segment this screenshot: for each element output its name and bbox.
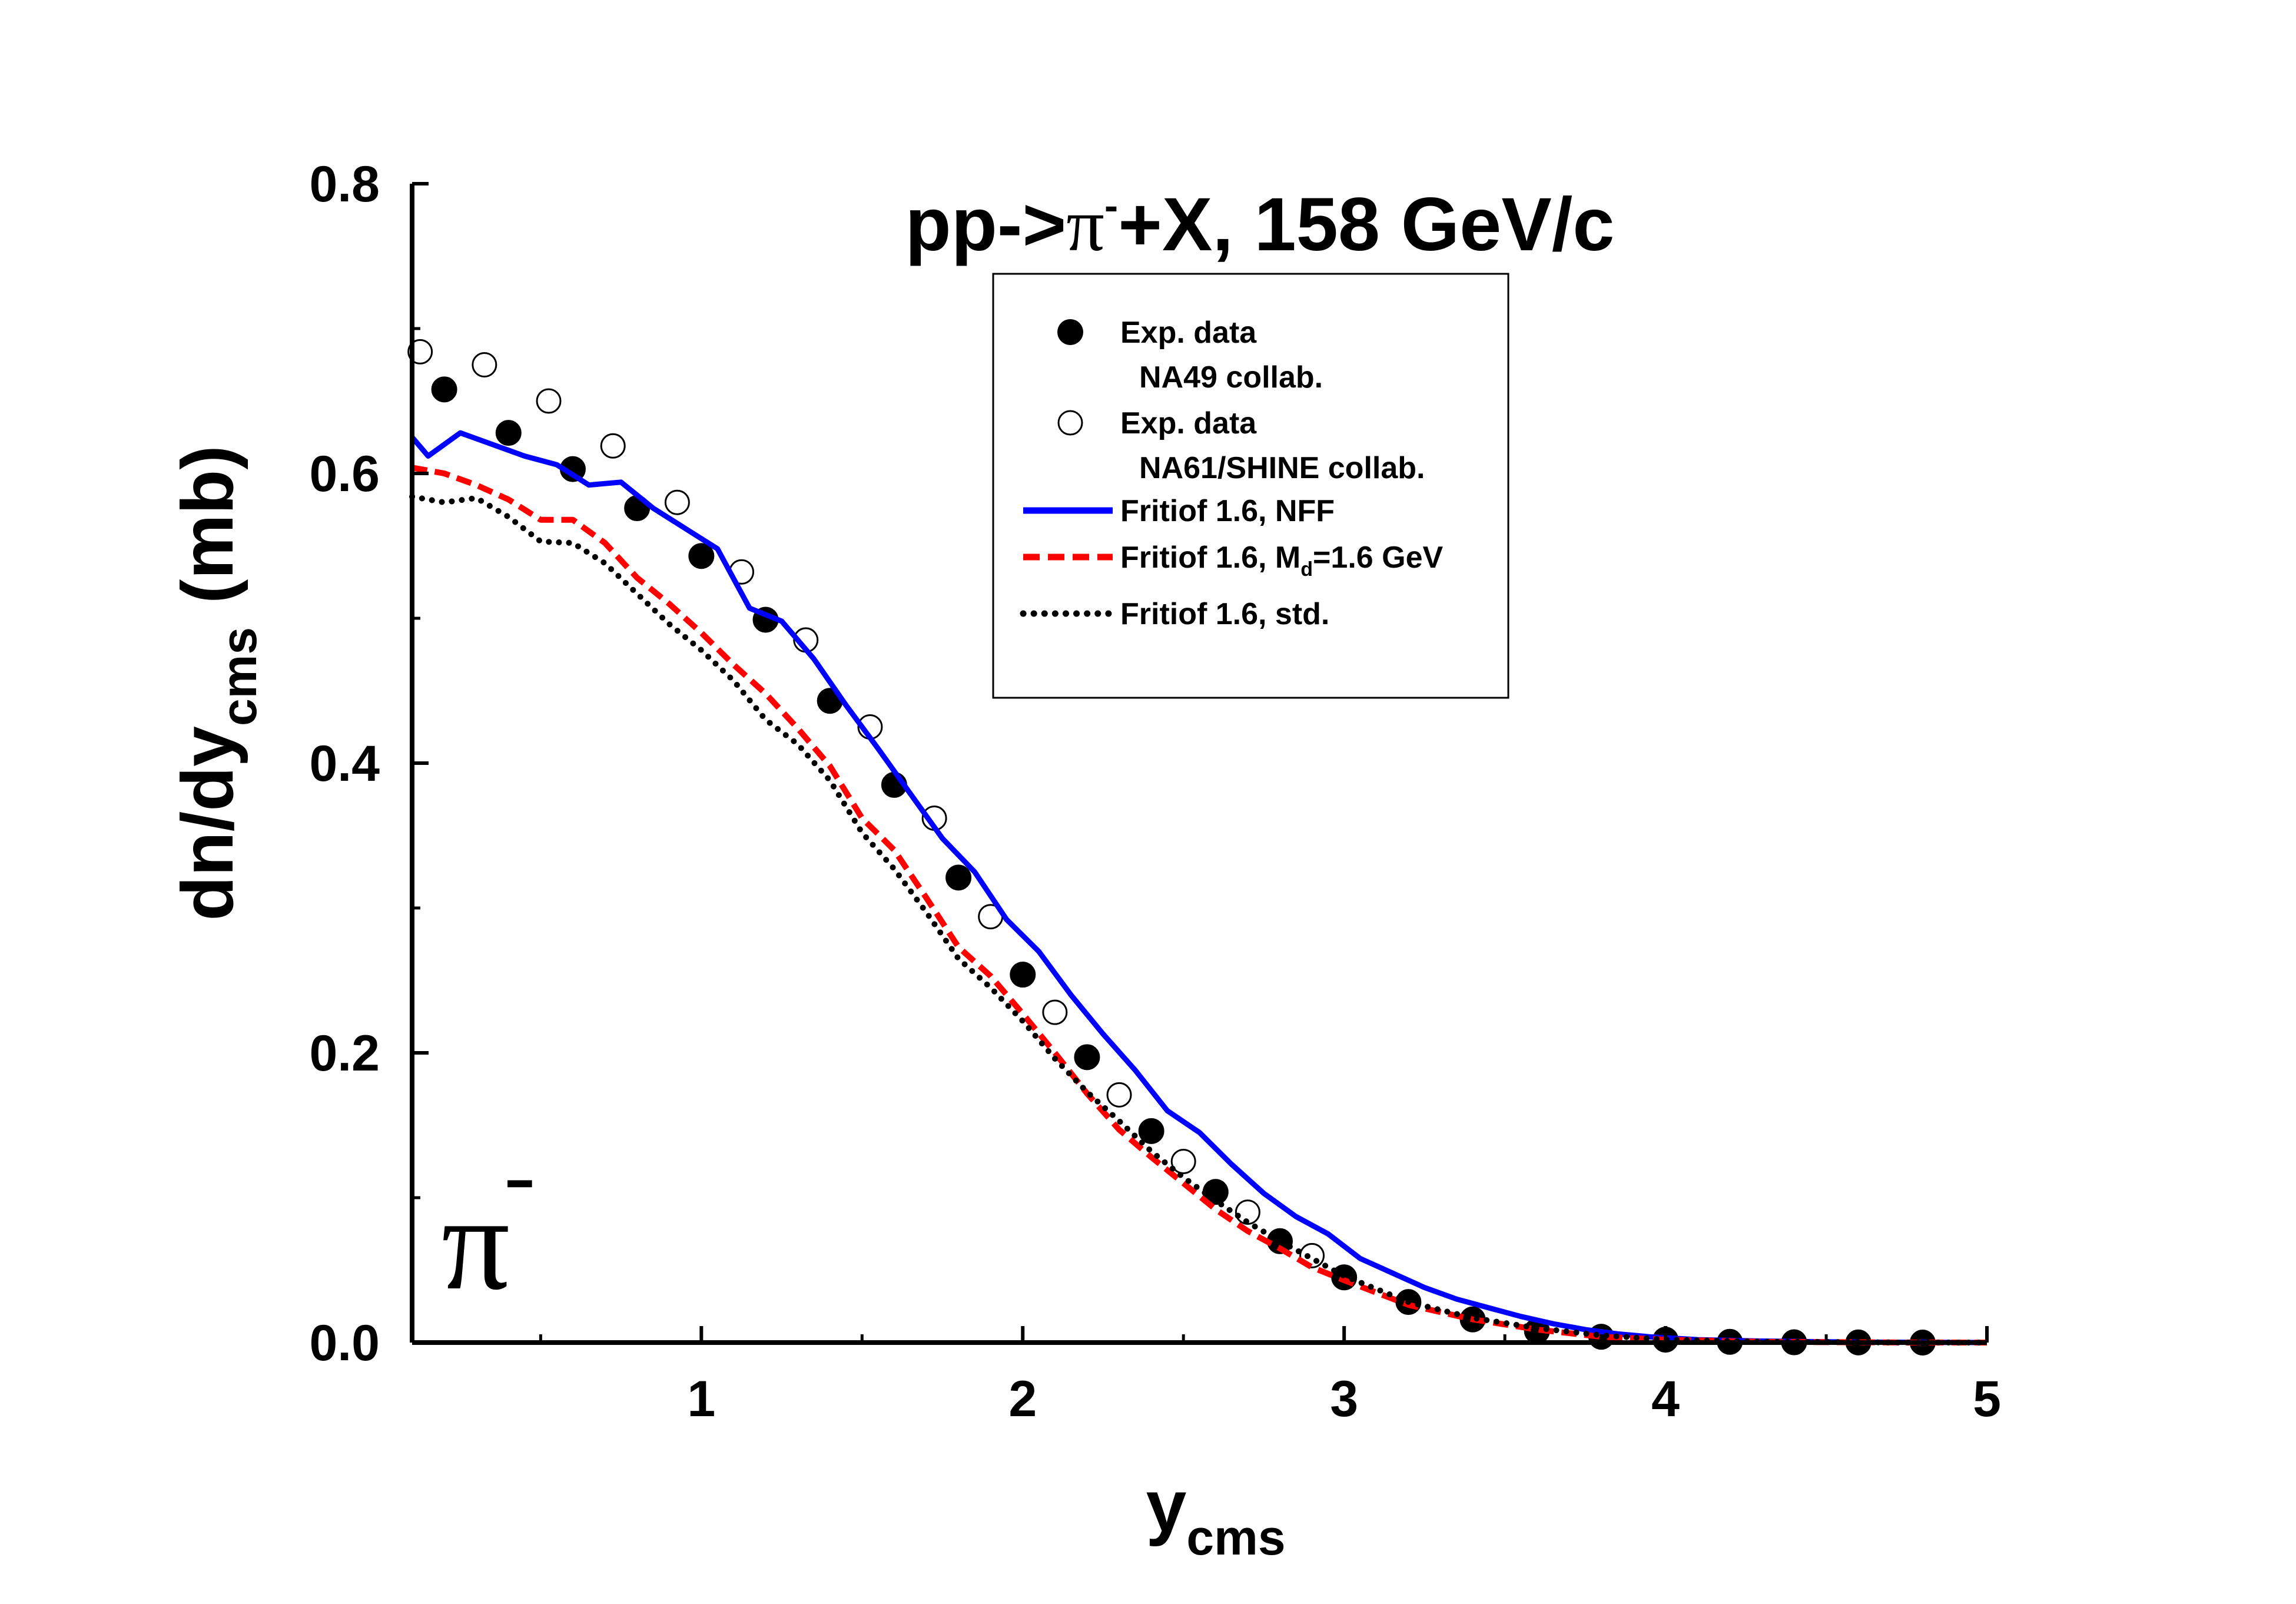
legend-sublabel-na61: NA61/SHINE collab. — [1139, 451, 1425, 485]
x-tick-label: 5 — [1973, 1371, 2001, 1427]
chart-title-superscript: - — [1104, 183, 1118, 228]
data-point-na49 — [688, 543, 715, 569]
data-point-na61 — [1042, 999, 1068, 1025]
x-ticks: 1 2 3 4 5 — [539, 1326, 2001, 1427]
chart-title-prefix: pp-> — [905, 183, 1067, 267]
series-3 — [412, 465, 1988, 1345]
x-axis-title-sub: cms — [1186, 1510, 1285, 1565]
data-point-na49 — [1074, 1044, 1100, 1071]
chart-title: pp->π-+X, 158 GeV/c — [905, 183, 1615, 267]
data-point-na61 — [664, 489, 690, 515]
x-tick-label: 1 — [687, 1371, 715, 1427]
legend-label-md: Fritiof 1.6, Md=1.6 GeV — [1120, 541, 1444, 581]
series-4 — [409, 493, 1990, 1345]
data-point-na61 — [1170, 1149, 1196, 1174]
y-tick-label: 0.2 — [309, 1025, 380, 1082]
legend-label-md-pre: Fritiof 1.6, M — [1120, 541, 1300, 575]
y-ticks: 0.0 0.2 0.4 0.6 0.8 — [309, 156, 429, 1371]
series-line-solid — [410, 430, 1988, 1345]
data-point-na61 — [1235, 1199, 1260, 1225]
legend: Exp. data NA49 collab. Exp. data NA61/SH… — [992, 273, 1509, 699]
particle-annotation-superscript: - — [504, 1122, 535, 1227]
legend-sublabel-na49: NA49 collab. — [1139, 360, 1323, 395]
chart-title-suffix: +X, 158 GeV/c — [1118, 183, 1614, 267]
legend-label-std: Fritiof 1.6, std. — [1120, 597, 1329, 631]
y-axis-title-main: dn/dy — [167, 726, 248, 921]
series-1 — [407, 339, 1325, 1268]
legend-marker-na49 — [1057, 319, 1083, 345]
data-point-na49 — [431, 376, 457, 403]
legend-label-na49: Exp. data — [1120, 316, 1257, 350]
y-tick-label: 0.6 — [309, 446, 380, 502]
particle-annotation-symbol: π — [442, 1168, 510, 1318]
series-2 — [410, 430, 1988, 1345]
chart-title-particle: π — [1066, 183, 1104, 267]
legend-label-md-post: =1.6 GeV — [1313, 541, 1443, 575]
legend-label-na61: Exp. data — [1120, 406, 1257, 440]
y-tick-label: 0.4 — [309, 735, 380, 792]
y-axis-title-unit: (mb) — [167, 445, 248, 604]
legend-box — [992, 273, 1509, 699]
data-point-na61 — [1106, 1082, 1132, 1108]
legend-marker-na61 — [1057, 410, 1083, 436]
particle-annotation: π- — [442, 1122, 535, 1318]
series-line-dotted — [409, 493, 1990, 1345]
legend-label-nff: Fritiof 1.6, NFF — [1120, 494, 1335, 528]
y-axis-title: dn/dycms (mb) — [167, 445, 267, 920]
y-axis-title-sub: cms — [211, 627, 267, 726]
data-point-na61 — [472, 352, 497, 377]
y-tick-label: 0.0 — [309, 1315, 380, 1371]
data-point-na49 — [1010, 962, 1036, 988]
legend-label-md-sub: d — [1300, 558, 1313, 581]
data-point-na49 — [495, 420, 522, 446]
data-point-na61 — [536, 388, 562, 414]
y-tick-label: 0.8 — [309, 156, 380, 213]
x-tick-label: 4 — [1651, 1371, 1680, 1427]
x-axis-title: ycms — [1146, 1466, 1285, 1565]
series-line-dashed — [412, 465, 1988, 1345]
x-tick-label: 2 — [1008, 1371, 1037, 1427]
data-point-na49 — [1138, 1118, 1164, 1144]
data-point-na49 — [945, 864, 972, 891]
x-tick-label: 3 — [1330, 1371, 1358, 1427]
x-axis-title-main: y — [1146, 1466, 1186, 1547]
data-point-na61 — [600, 433, 626, 459]
